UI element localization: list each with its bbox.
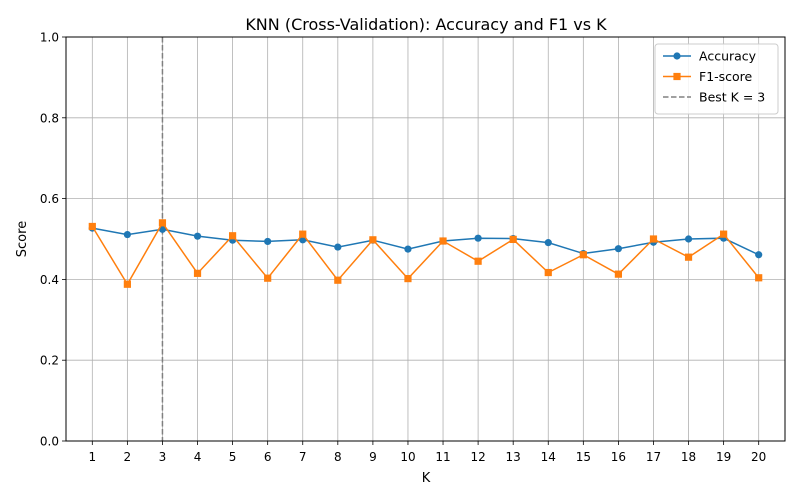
y-tick-label: 0.4 <box>40 273 59 287</box>
y-tick-label: 0.6 <box>40 192 59 206</box>
f1-score-point <box>474 257 482 265</box>
f1-score-point <box>509 235 517 244</box>
accuracy-point <box>474 234 482 242</box>
f1-score-point <box>369 236 377 244</box>
accuracy-point <box>614 245 623 253</box>
accuracy-point <box>334 243 342 251</box>
x-tick-label: 17 <box>646 450 661 464</box>
chart-title: KNN (Cross-Validation): Accuracy and F1 … <box>245 15 607 34</box>
x-tick-label: 2 <box>124 450 132 464</box>
y-tick-label: 1.0 <box>40 31 59 45</box>
f1-score-point <box>579 251 587 259</box>
x-tick-label: 18 <box>681 450 696 464</box>
accuracy-point <box>299 236 307 244</box>
f1-score-point <box>649 235 658 243</box>
f1-score-point <box>439 237 447 245</box>
accuracy-point <box>544 239 552 247</box>
f1-score-point <box>684 253 693 261</box>
series-line-f1-score <box>91 221 760 286</box>
f1-score-point <box>755 274 763 282</box>
f1-score-point <box>264 274 272 282</box>
x-tick-label: 9 <box>369 450 377 464</box>
legend-box <box>654 43 779 115</box>
legend: Accuracy F1-score Best K = 3 <box>654 43 779 115</box>
y-axis-label: Score <box>15 221 30 257</box>
x-tick-label: 3 <box>159 450 167 464</box>
series-layer <box>88 219 763 288</box>
x-tick-label: 13 <box>506 450 521 464</box>
f1-score-point <box>123 280 131 288</box>
x-tick-label: 11 <box>435 450 450 464</box>
accuracy-point <box>684 235 693 243</box>
accuracy-point <box>193 232 202 240</box>
x-tick-label: 8 <box>334 450 342 464</box>
f1-score-point <box>334 276 342 284</box>
x-tick-label: 7 <box>299 450 307 464</box>
x-tick-label: 16 <box>611 450 626 464</box>
x-tick-label: 14 <box>541 450 556 464</box>
legend-label-best-k: Best K = 3 <box>699 90 765 105</box>
accuracy-point <box>755 251 763 259</box>
f1-score-point <box>299 230 307 238</box>
x-tick-label: 10 <box>400 450 415 464</box>
f1-score-point <box>228 232 237 240</box>
f1-score-point <box>88 222 96 231</box>
series-line-accuracy <box>92 227 760 256</box>
f1-score-point <box>720 230 728 238</box>
y-tick-label: 0.8 <box>40 111 59 125</box>
x-tick-label: 19 <box>716 450 731 464</box>
legend-marker-accuracy <box>673 52 681 60</box>
f1-score-point <box>158 219 167 227</box>
f1-score-point <box>614 270 623 278</box>
axes-layer: 1 2 3 4 5 6 7 8 9 10 11 12 13 14 15 16 17 18 19 200.00.20.4… <box>40 31 766 465</box>
x-tick-label: 1 <box>88 450 96 464</box>
accuracy-point <box>264 237 272 246</box>
plot-frame <box>65 36 786 442</box>
legend-label-accuracy: Accuracy <box>699 49 757 64</box>
x-tick-label: 20 <box>751 450 766 464</box>
x-axis-label: K <box>422 471 431 486</box>
x-tick-label: 6 <box>264 450 272 464</box>
accuracy-point <box>123 230 131 239</box>
x-tick-label: 15 <box>576 450 591 464</box>
f1-score-point <box>544 268 552 277</box>
legend-label-f1-score: F1-score <box>699 69 753 84</box>
accuracy-point <box>404 245 412 253</box>
x-tick-label: 12 <box>470 450 485 464</box>
y-tick-label: 0.2 <box>40 354 59 368</box>
legend-marker-f1-score <box>673 72 681 81</box>
accuracy-point <box>158 225 167 233</box>
f1-score-point <box>404 274 412 283</box>
f1-score-point <box>193 269 202 277</box>
y-tick-label: 0.0 <box>40 435 59 449</box>
x-tick-label: 4 <box>194 450 202 464</box>
x-tick-label: 5 <box>229 450 237 464</box>
